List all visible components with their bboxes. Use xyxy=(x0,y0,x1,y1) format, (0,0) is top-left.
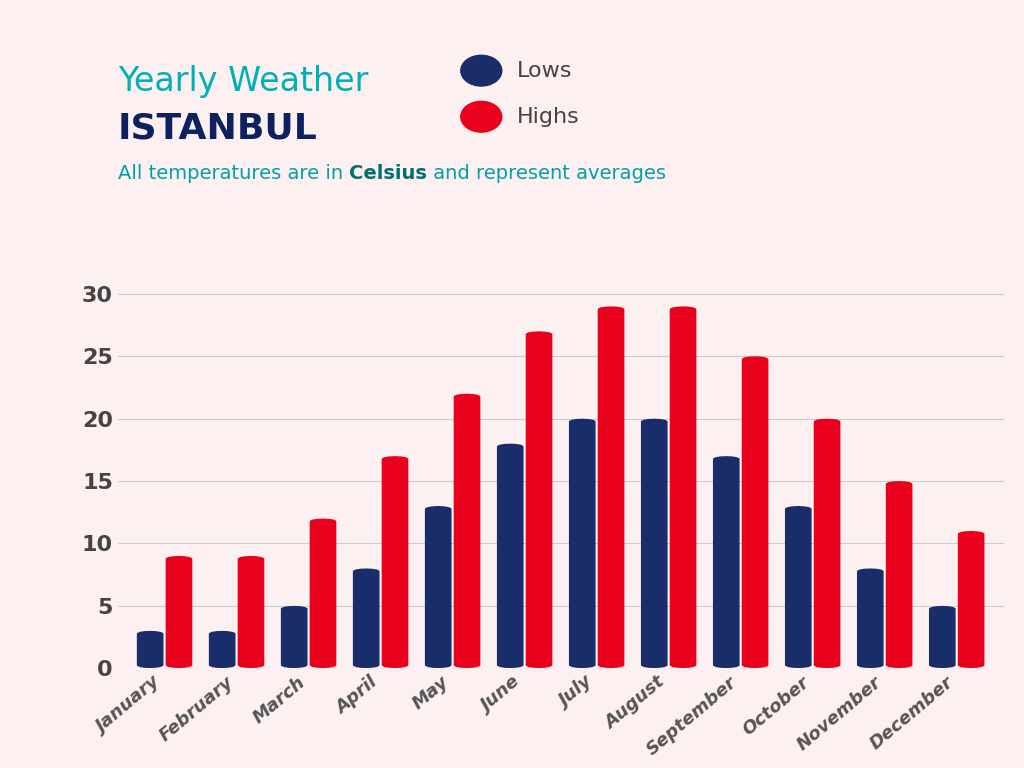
FancyBboxPatch shape xyxy=(238,556,264,668)
FancyBboxPatch shape xyxy=(641,419,668,668)
FancyBboxPatch shape xyxy=(857,568,884,668)
FancyBboxPatch shape xyxy=(785,506,812,668)
FancyBboxPatch shape xyxy=(137,631,164,668)
FancyBboxPatch shape xyxy=(166,556,193,668)
Bar xyxy=(957,531,984,668)
Bar xyxy=(238,556,264,668)
Bar xyxy=(353,568,380,668)
Bar xyxy=(525,331,552,668)
Text: Yearly Weather: Yearly Weather xyxy=(118,65,369,98)
FancyBboxPatch shape xyxy=(454,394,480,668)
Bar xyxy=(857,568,884,668)
FancyBboxPatch shape xyxy=(353,568,380,668)
FancyBboxPatch shape xyxy=(713,456,739,668)
Bar xyxy=(598,306,625,668)
Bar xyxy=(425,506,452,668)
FancyBboxPatch shape xyxy=(670,306,696,668)
Bar xyxy=(814,419,841,668)
FancyBboxPatch shape xyxy=(814,419,841,668)
FancyBboxPatch shape xyxy=(569,419,596,668)
FancyBboxPatch shape xyxy=(929,606,955,668)
FancyBboxPatch shape xyxy=(281,606,307,668)
FancyBboxPatch shape xyxy=(741,356,768,668)
FancyBboxPatch shape xyxy=(957,531,984,668)
Text: Highs: Highs xyxy=(517,107,580,127)
Bar xyxy=(929,606,955,668)
Text: Lows: Lows xyxy=(517,61,572,81)
FancyBboxPatch shape xyxy=(209,631,236,668)
Bar xyxy=(497,444,523,668)
Bar xyxy=(713,456,739,668)
Text: Celsius: Celsius xyxy=(349,164,427,184)
Bar xyxy=(886,481,912,668)
Bar xyxy=(166,556,193,668)
FancyBboxPatch shape xyxy=(598,306,625,668)
FancyBboxPatch shape xyxy=(525,331,552,668)
Bar xyxy=(741,356,768,668)
Bar xyxy=(281,606,307,668)
Bar xyxy=(670,306,696,668)
Bar xyxy=(641,419,668,668)
FancyBboxPatch shape xyxy=(309,518,336,668)
Text: All temperatures are in: All temperatures are in xyxy=(118,164,349,184)
Bar xyxy=(137,631,164,668)
Bar xyxy=(209,631,236,668)
FancyBboxPatch shape xyxy=(382,456,409,668)
FancyBboxPatch shape xyxy=(497,444,523,668)
Text: ISTANBUL: ISTANBUL xyxy=(118,111,317,145)
Bar xyxy=(569,419,596,668)
FancyBboxPatch shape xyxy=(425,506,452,668)
Bar xyxy=(454,394,480,668)
Text: and represent averages: and represent averages xyxy=(427,164,666,184)
Bar xyxy=(309,518,336,668)
Bar xyxy=(785,506,812,668)
Bar xyxy=(382,456,409,668)
FancyBboxPatch shape xyxy=(886,481,912,668)
